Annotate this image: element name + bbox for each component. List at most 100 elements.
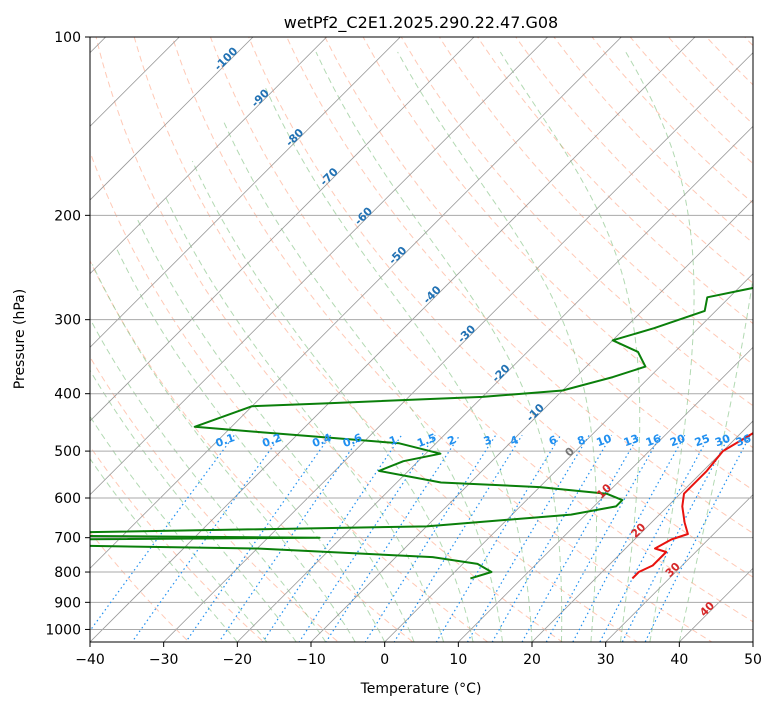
y-tick-label: 300 bbox=[54, 313, 81, 329]
moist-adiabat-line bbox=[115, 246, 386, 642]
plot-frame bbox=[89, 36, 754, 643]
mixing-ratio-label: 36 bbox=[734, 432, 753, 450]
mixing-ratio-line bbox=[644, 434, 751, 642]
dry-adiabat-line bbox=[705, 37, 753, 86]
moist-adiabat-line bbox=[90, 369, 297, 642]
isotherm-line bbox=[90, 37, 328, 275]
mixing-ratio-label: 3 bbox=[482, 433, 494, 448]
mixing-ratio-line bbox=[599, 434, 710, 642]
dry-adiabat-line bbox=[133, 37, 638, 642]
dry-adiabat-line bbox=[756, 10, 775, 654]
series-lines bbox=[90, 286, 753, 580]
mixing-ratio-line bbox=[466, 434, 590, 642]
chart-title: wetPf2_C2E1.2025.290.22.47.G08 bbox=[284, 13, 558, 33]
isotherm-line bbox=[0, 10, 59, 654]
mixing-ratio-label: 0.2 bbox=[261, 431, 284, 450]
isotherm-line bbox=[90, 37, 401, 348]
mixing-ratio-label: 0.4 bbox=[310, 431, 333, 450]
dewpoint-profile-line bbox=[90, 286, 753, 580]
y-tick-label: 600 bbox=[54, 491, 81, 507]
moist-adiabat-line bbox=[90, 415, 268, 642]
temperature-profile-line bbox=[631, 432, 753, 580]
x-tick-label: −10 bbox=[296, 652, 326, 668]
moist-adiabat-line bbox=[164, 196, 445, 642]
isotherm-label: -20 bbox=[489, 362, 512, 385]
isotherm-label: -70 bbox=[318, 165, 341, 188]
isotherm-label: -80 bbox=[283, 126, 306, 149]
dry-adiabat-line bbox=[248, 37, 753, 578]
isotherm-line bbox=[384, 273, 753, 642]
y-tick-label: 800 bbox=[54, 565, 81, 581]
isotherm-label: -90 bbox=[249, 86, 272, 109]
moist-adiabat-line bbox=[91, 264, 356, 642]
dry-adiabat-line bbox=[90, 150, 489, 642]
dry-adiabat-line bbox=[438, 37, 753, 366]
mixing-ratio-label: 6 bbox=[547, 433, 559, 448]
dry-adiabat-line bbox=[591, 37, 753, 204]
isotherm-line bbox=[678, 567, 753, 642]
mixing-ratio-line bbox=[491, 434, 613, 642]
isotherm-label: -30 bbox=[455, 322, 478, 345]
mixing-ratio-label: 1.5 bbox=[415, 431, 438, 450]
mixing-ratio-line bbox=[131, 434, 282, 642]
isotherm-line bbox=[310, 199, 753, 642]
mixing-ratio-line bbox=[621, 434, 731, 642]
dry-adiabat-line bbox=[362, 37, 753, 449]
moist-adiabat-line bbox=[678, 51, 753, 642]
isotherm-line bbox=[163, 52, 753, 642]
isotherm-line bbox=[90, 37, 254, 201]
mixing-ratio-label: 0.1 bbox=[214, 431, 237, 450]
x-tick-label: 0 bbox=[380, 652, 389, 668]
mixing-ratio-label: 20 bbox=[668, 432, 687, 450]
isotherm-label: -10 bbox=[524, 401, 547, 424]
isotherm-label: -40 bbox=[421, 283, 444, 306]
mixing-ratio-label: 13 bbox=[622, 432, 641, 449]
y-tick-label: 500 bbox=[54, 444, 81, 460]
mixing-ratio-line bbox=[545, 434, 662, 642]
isotherm-line bbox=[90, 37, 696, 642]
isotherm-line bbox=[457, 346, 753, 642]
mixing-ratio-label: 16 bbox=[644, 432, 663, 450]
isotherm-line bbox=[605, 494, 753, 642]
dry-adiabat-line bbox=[400, 37, 753, 407]
moist-adiabat-line bbox=[191, 160, 474, 642]
x-tick-label: −40 bbox=[75, 652, 105, 668]
dry-adiabat-line bbox=[515, 37, 753, 284]
dry-adiabat-line bbox=[286, 37, 753, 534]
dry-adiabat-line bbox=[90, 356, 340, 642]
dry-adiabat-line bbox=[171, 37, 713, 642]
mixing-ratio-label: 1 bbox=[387, 433, 399, 448]
mixing-ratio-label: 25 bbox=[693, 432, 712, 449]
dry-adiabat-line bbox=[477, 37, 753, 325]
mixing-ratio-label: 0.6 bbox=[341, 431, 364, 450]
reference-line-labels: 0.1 0.2 0.4 0.6 1 1.5 2 3 4 6 8 10 13 16 20 25 30 36-100-… bbox=[212, 44, 753, 619]
dry-adiabat-line bbox=[629, 37, 753, 165]
mixing-ratio-label: 8 bbox=[576, 433, 588, 448]
isotherm-line bbox=[90, 37, 180, 127]
mixing-ratio-label: 4 bbox=[508, 433, 520, 448]
x-tick-label: −20 bbox=[223, 652, 253, 668]
y-tick-label: 900 bbox=[54, 595, 81, 611]
mixing-ratio-line bbox=[393, 434, 523, 642]
mixing-ratio-line bbox=[185, 434, 332, 642]
mixing-ratio-line bbox=[218, 434, 362, 642]
x-tick-label: −30 bbox=[149, 652, 179, 668]
mixing-ratio-label: 30 bbox=[713, 432, 732, 450]
isotherm-line bbox=[531, 420, 753, 642]
isotherm-label: 30 bbox=[663, 560, 683, 580]
x-tick-label: 40 bbox=[670, 652, 688, 668]
y-tick-label: 100 bbox=[54, 30, 81, 46]
moist-adiabat-line bbox=[265, 87, 533, 642]
y-tick-label: 400 bbox=[54, 387, 81, 403]
y-tick-label: 200 bbox=[54, 208, 81, 224]
moist-adiabat-line bbox=[625, 51, 695, 642]
mixing-ratio-label: 2 bbox=[446, 433, 458, 448]
dry-adiabat-line bbox=[667, 37, 753, 125]
x-axis-ticks: −40 −30 −20 −10 0 10 20 30 40 50 bbox=[75, 642, 762, 668]
mixing-ratio-line bbox=[521, 434, 640, 642]
x-tick-label: 50 bbox=[744, 652, 762, 668]
background-lines bbox=[0, 10, 775, 654]
mixing-ratio-line bbox=[364, 434, 497, 642]
mixing-ratio-line bbox=[325, 434, 461, 642]
